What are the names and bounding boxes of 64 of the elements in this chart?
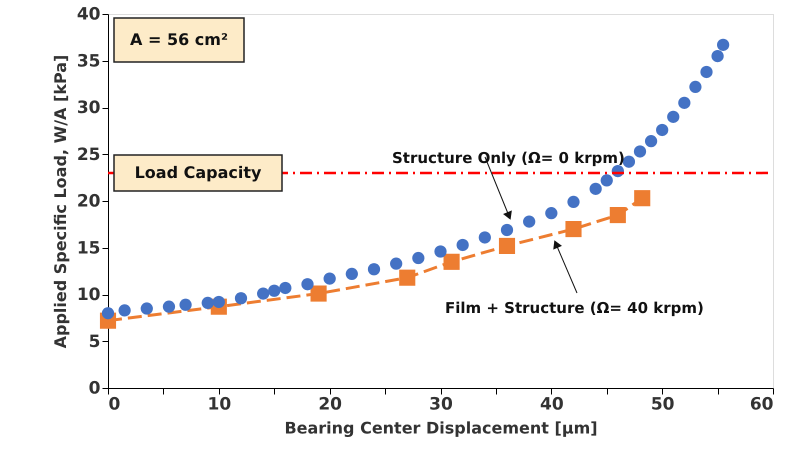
point [656,124,668,136]
point [565,220,582,238]
x-tick-label: 20 [318,394,342,414]
point [478,231,491,244]
x-tick-label: 40 [540,394,564,414]
point [634,145,646,158]
point [162,300,176,313]
point [368,263,380,276]
point [234,292,248,304]
y-tick-label: 30 [76,98,101,118]
y-tick-label: 5 [88,332,100,352]
point [412,252,424,264]
annotation: A = 56 cm² [130,30,228,49]
point [567,196,580,208]
point [268,284,280,297]
point [498,238,516,254]
y-tick-label: 35 [76,51,100,72]
point [399,270,416,286]
point [310,286,327,302]
y-tick-label: 20 [76,192,101,212]
point [711,50,724,62]
x-tick-label: 10 [207,394,232,414]
point [523,215,536,228]
y-tick-label: 25 [76,144,100,165]
point [644,135,658,148]
point [257,287,270,300]
point [717,38,730,51]
x-tick-label: 60 [750,394,774,414]
y-tick-label: 10 [76,285,101,305]
point [279,282,292,294]
point [700,66,713,78]
point [622,156,636,168]
point [434,245,447,258]
point [301,278,314,290]
y-tick-label: 15 [76,238,100,258]
point [545,207,558,220]
point [118,304,131,317]
y-tick-label: 40 [76,4,101,24]
point [444,254,460,270]
point [500,224,514,236]
y-tick-label: 0 [88,378,101,398]
point [390,258,402,270]
point [689,80,702,94]
point [179,298,192,311]
point [610,206,626,224]
x-tick-label: 30 [429,394,453,414]
x-axis-title: Bearing Center Displacement [μm] [284,418,598,438]
series-label: Film + Structure (Ω= 40 krpm) [445,299,704,317]
point [600,174,613,187]
series-label: Structure Only (Ω= 0 krpm) [392,149,625,167]
point [346,268,358,280]
x-tick-label: 50 [650,394,675,414]
point [667,110,680,123]
ref-line-label: Load Capacity [134,162,262,182]
point [634,190,650,206]
y-axis-title: Applied Specific Load, W/A [kPa] [50,54,70,348]
point [456,238,469,252]
point [590,182,602,195]
point [678,96,690,109]
point [202,296,214,310]
point [102,307,114,320]
x-tick-label: 0 [108,394,120,414]
point [140,302,153,315]
point [324,272,336,285]
